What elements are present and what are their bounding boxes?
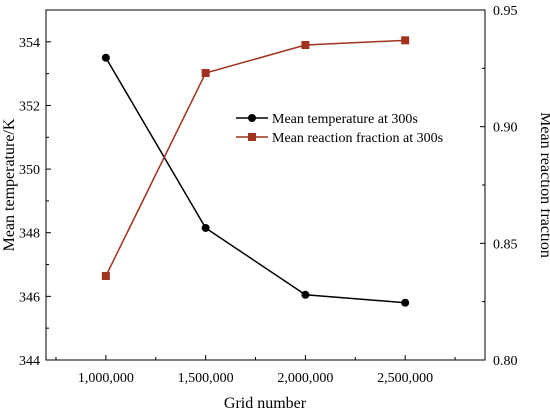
data-point-reaction	[401, 36, 410, 45]
right-axis-ticks: 0.80 0.85 0.90 0.95	[480, 4, 518, 369]
left-axis-ticks: 344 346 348 350 352 354	[19, 9, 51, 369]
series-line-temperature	[105, 57, 406, 304]
series-line-reaction	[105, 39, 406, 277]
left-tick-label: 350	[19, 163, 40, 178]
legend-reaction-marker	[248, 133, 256, 141]
right-tick-label: 0.85	[493, 237, 518, 252]
data-point-temperature	[101, 53, 110, 62]
data-point-reaction	[301, 41, 310, 49]
left-axis-title: Mean temperature/K	[1, 118, 18, 251]
bottom-axis-ticks: 1,000,000 1,500,000 2,000,000 2,500,000	[55, 355, 456, 386]
left-tick-label: 352	[19, 99, 40, 114]
legend: Mean temperature at 300s Mean reaction f…	[236, 112, 443, 146]
data-point-temperature	[201, 223, 210, 232]
x-axis-title: Grid number	[224, 395, 307, 412]
legend-temperature-label: Mean temperature at 300s	[272, 112, 418, 127]
x-tick-label: 2,000,000	[277, 371, 333, 386]
series-layer	[101, 36, 410, 307]
right-tick-label: 0.90	[493, 121, 518, 136]
x-tick-label: 2,500,000	[377, 371, 433, 386]
left-tick-label: 346	[19, 290, 40, 305]
data-point-temperature	[401, 298, 410, 307]
legend-temperature-marker	[248, 114, 256, 122]
data-point-reaction	[101, 272, 110, 280]
data-point-reaction	[201, 69, 210, 77]
left-tick-label: 348	[19, 227, 40, 242]
x-tick-label: 1,500,000	[178, 371, 234, 386]
right-tick-label: 0.95	[493, 4, 518, 19]
left-tick-label: 344	[19, 354, 40, 369]
data-point-temperature	[301, 290, 310, 299]
x-tick-label: 1,000,000	[78, 371, 134, 386]
right-tick-label: 0.80	[493, 354, 518, 369]
left-tick-label: 354	[19, 36, 40, 51]
right-axis-title: Mean reaction fraction	[537, 112, 550, 258]
legend-reaction-label: Mean reaction fraction at 300s	[272, 131, 443, 146]
plot-frame	[45, 9, 486, 361]
